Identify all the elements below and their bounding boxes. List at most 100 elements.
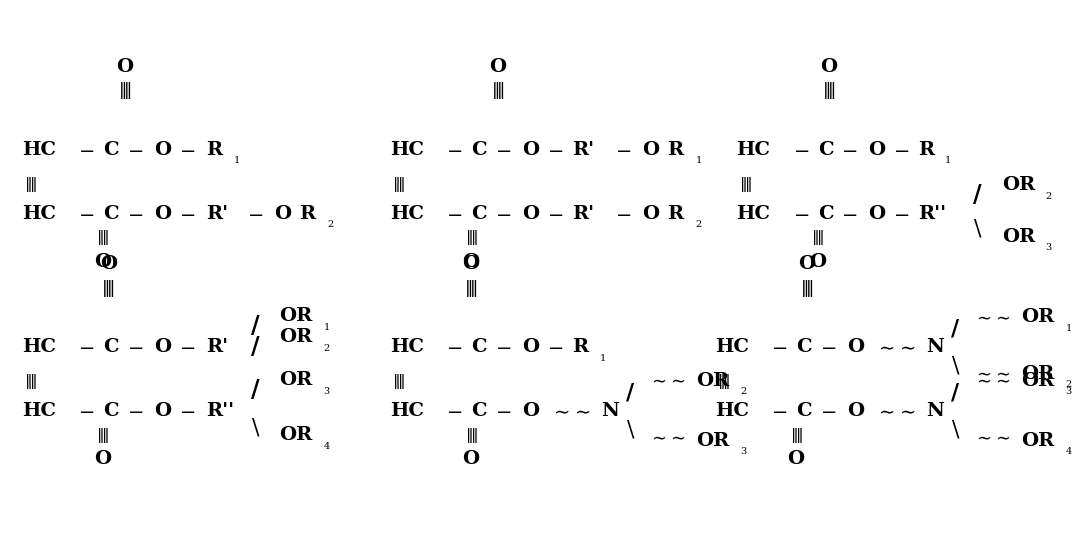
- Text: $\|\!\|$: $\|\!\|$: [392, 175, 405, 194]
- Text: $\|\!\|$: $\|\!\|$: [465, 278, 478, 299]
- Text: $-$: $-$: [446, 205, 462, 223]
- Text: C: C: [471, 140, 486, 159]
- Text: R: R: [667, 205, 683, 223]
- Text: $-$: $-$: [78, 338, 94, 356]
- Text: $\backslash$: $\backslash$: [951, 419, 961, 441]
- Text: $\backslash$: $\backslash$: [251, 416, 261, 438]
- Text: $-$: $-$: [179, 402, 195, 420]
- Text: R'': R'': [206, 402, 234, 420]
- Text: N: N: [926, 402, 944, 420]
- Text: R: R: [206, 140, 222, 159]
- Text: $\|\!\|$: $\|\!\|$: [24, 175, 37, 194]
- Text: OR: OR: [279, 371, 313, 389]
- Text: $\sim\!\sim$: $\sim\!\sim$: [973, 372, 1010, 390]
- Text: $-$: $-$: [78, 402, 94, 420]
- Text: $-$: $-$: [893, 205, 910, 223]
- Text: /: /: [251, 314, 260, 337]
- Text: $_3$: $_3$: [1065, 383, 1072, 397]
- Text: O: O: [642, 140, 660, 159]
- Text: R: R: [667, 140, 683, 159]
- Text: O: O: [522, 402, 539, 420]
- Text: OR: OR: [1021, 365, 1055, 383]
- Text: HC: HC: [715, 338, 748, 356]
- Text: O: O: [787, 450, 805, 468]
- Text: O: O: [94, 253, 112, 271]
- Text: R: R: [918, 140, 935, 159]
- Text: HC: HC: [22, 402, 55, 420]
- Text: O: O: [94, 450, 112, 468]
- Text: HC: HC: [390, 140, 423, 159]
- Text: C: C: [103, 140, 118, 159]
- Text: O: O: [522, 205, 539, 223]
- Text: $-$: $-$: [547, 140, 563, 159]
- Text: $_2$: $_2$: [1065, 376, 1072, 390]
- Text: HC: HC: [22, 205, 55, 223]
- Text: /: /: [251, 335, 260, 359]
- Text: /: /: [951, 317, 960, 340]
- Text: HC: HC: [390, 338, 423, 356]
- Text: O: O: [820, 58, 837, 76]
- Text: R: R: [572, 338, 588, 356]
- Text: $_1$: $_1$: [695, 152, 702, 166]
- Text: $-$: $-$: [495, 402, 511, 420]
- Text: O: O: [462, 255, 480, 273]
- Text: O: O: [798, 255, 815, 273]
- Text: $\|\!\|$: $\|\!\|$: [392, 372, 405, 391]
- Text: $-$: $-$: [127, 402, 143, 420]
- Text: $\|\!\|$: $\|\!\|$: [492, 80, 505, 101]
- Text: $\sim\!\sim$: $\sim\!\sim$: [973, 308, 1010, 326]
- Text: /: /: [973, 183, 981, 207]
- Text: $\sim\!\sim$: $\sim\!\sim$: [973, 365, 1010, 383]
- Text: $\|\!\|$: $\|\!\|$: [739, 175, 752, 194]
- Text: $-$: $-$: [615, 205, 631, 223]
- Text: O: O: [462, 253, 480, 271]
- Text: $-$: $-$: [547, 338, 563, 356]
- Text: $\|\!\|$: $\|\!\|$: [717, 372, 730, 391]
- Text: $_3$: $_3$: [323, 383, 330, 397]
- Text: $-$: $-$: [446, 338, 462, 356]
- Text: $-$: $-$: [446, 402, 462, 420]
- Text: $\backslash$: $\backslash$: [973, 217, 982, 240]
- Text: OR: OR: [1021, 308, 1055, 326]
- Text: HC: HC: [22, 140, 55, 159]
- Text: $_2$: $_2$: [323, 340, 330, 354]
- Text: /: /: [626, 381, 635, 404]
- Text: HC: HC: [736, 140, 770, 159]
- Text: $\|\!\|$: $\|\!\|$: [96, 228, 109, 247]
- Text: N: N: [601, 402, 619, 420]
- Text: $-$: $-$: [495, 205, 511, 223]
- Text: $\sim\!\sim$: $\sim\!\sim$: [550, 402, 591, 420]
- Text: $-$: $-$: [495, 140, 511, 159]
- Text: $-$: $-$: [841, 140, 858, 159]
- Text: $\sim\!\sim$: $\sim\!\sim$: [875, 402, 916, 420]
- Text: C: C: [796, 402, 811, 420]
- Text: $-$: $-$: [820, 402, 836, 420]
- Text: $-$: $-$: [127, 140, 143, 159]
- Text: $-$: $-$: [78, 140, 94, 159]
- Text: HC: HC: [390, 205, 423, 223]
- Text: /: /: [951, 381, 960, 404]
- Text: C: C: [103, 205, 118, 223]
- Text: $-$: $-$: [547, 205, 563, 223]
- Text: $_1$: $_1$: [944, 152, 951, 166]
- Text: O: O: [642, 205, 660, 223]
- Text: R': R': [572, 205, 593, 223]
- Text: $\|\!\|$: $\|\!\|$: [24, 372, 37, 391]
- Text: $\sim\!\sim$: $\sim\!\sim$: [648, 372, 686, 390]
- Text: HC: HC: [22, 338, 55, 356]
- Text: $-$: $-$: [793, 140, 809, 159]
- Text: $_4$: $_4$: [1065, 443, 1072, 457]
- Text: O: O: [847, 338, 864, 356]
- Text: C: C: [818, 205, 833, 223]
- Text: C: C: [796, 338, 811, 356]
- Text: $-$: $-$: [820, 338, 836, 356]
- Text: $-$: $-$: [127, 205, 143, 223]
- Text: $\backslash$: $\backslash$: [626, 419, 636, 441]
- Text: O: O: [809, 253, 826, 271]
- Text: $-$: $-$: [771, 338, 787, 356]
- Text: $-$: $-$: [179, 338, 195, 356]
- Text: $\|\!\|$: $\|\!\|$: [800, 278, 813, 299]
- Text: $-$: $-$: [247, 205, 263, 223]
- Text: O: O: [154, 205, 171, 223]
- Text: $\|\!\|$: $\|\!\|$: [822, 80, 835, 101]
